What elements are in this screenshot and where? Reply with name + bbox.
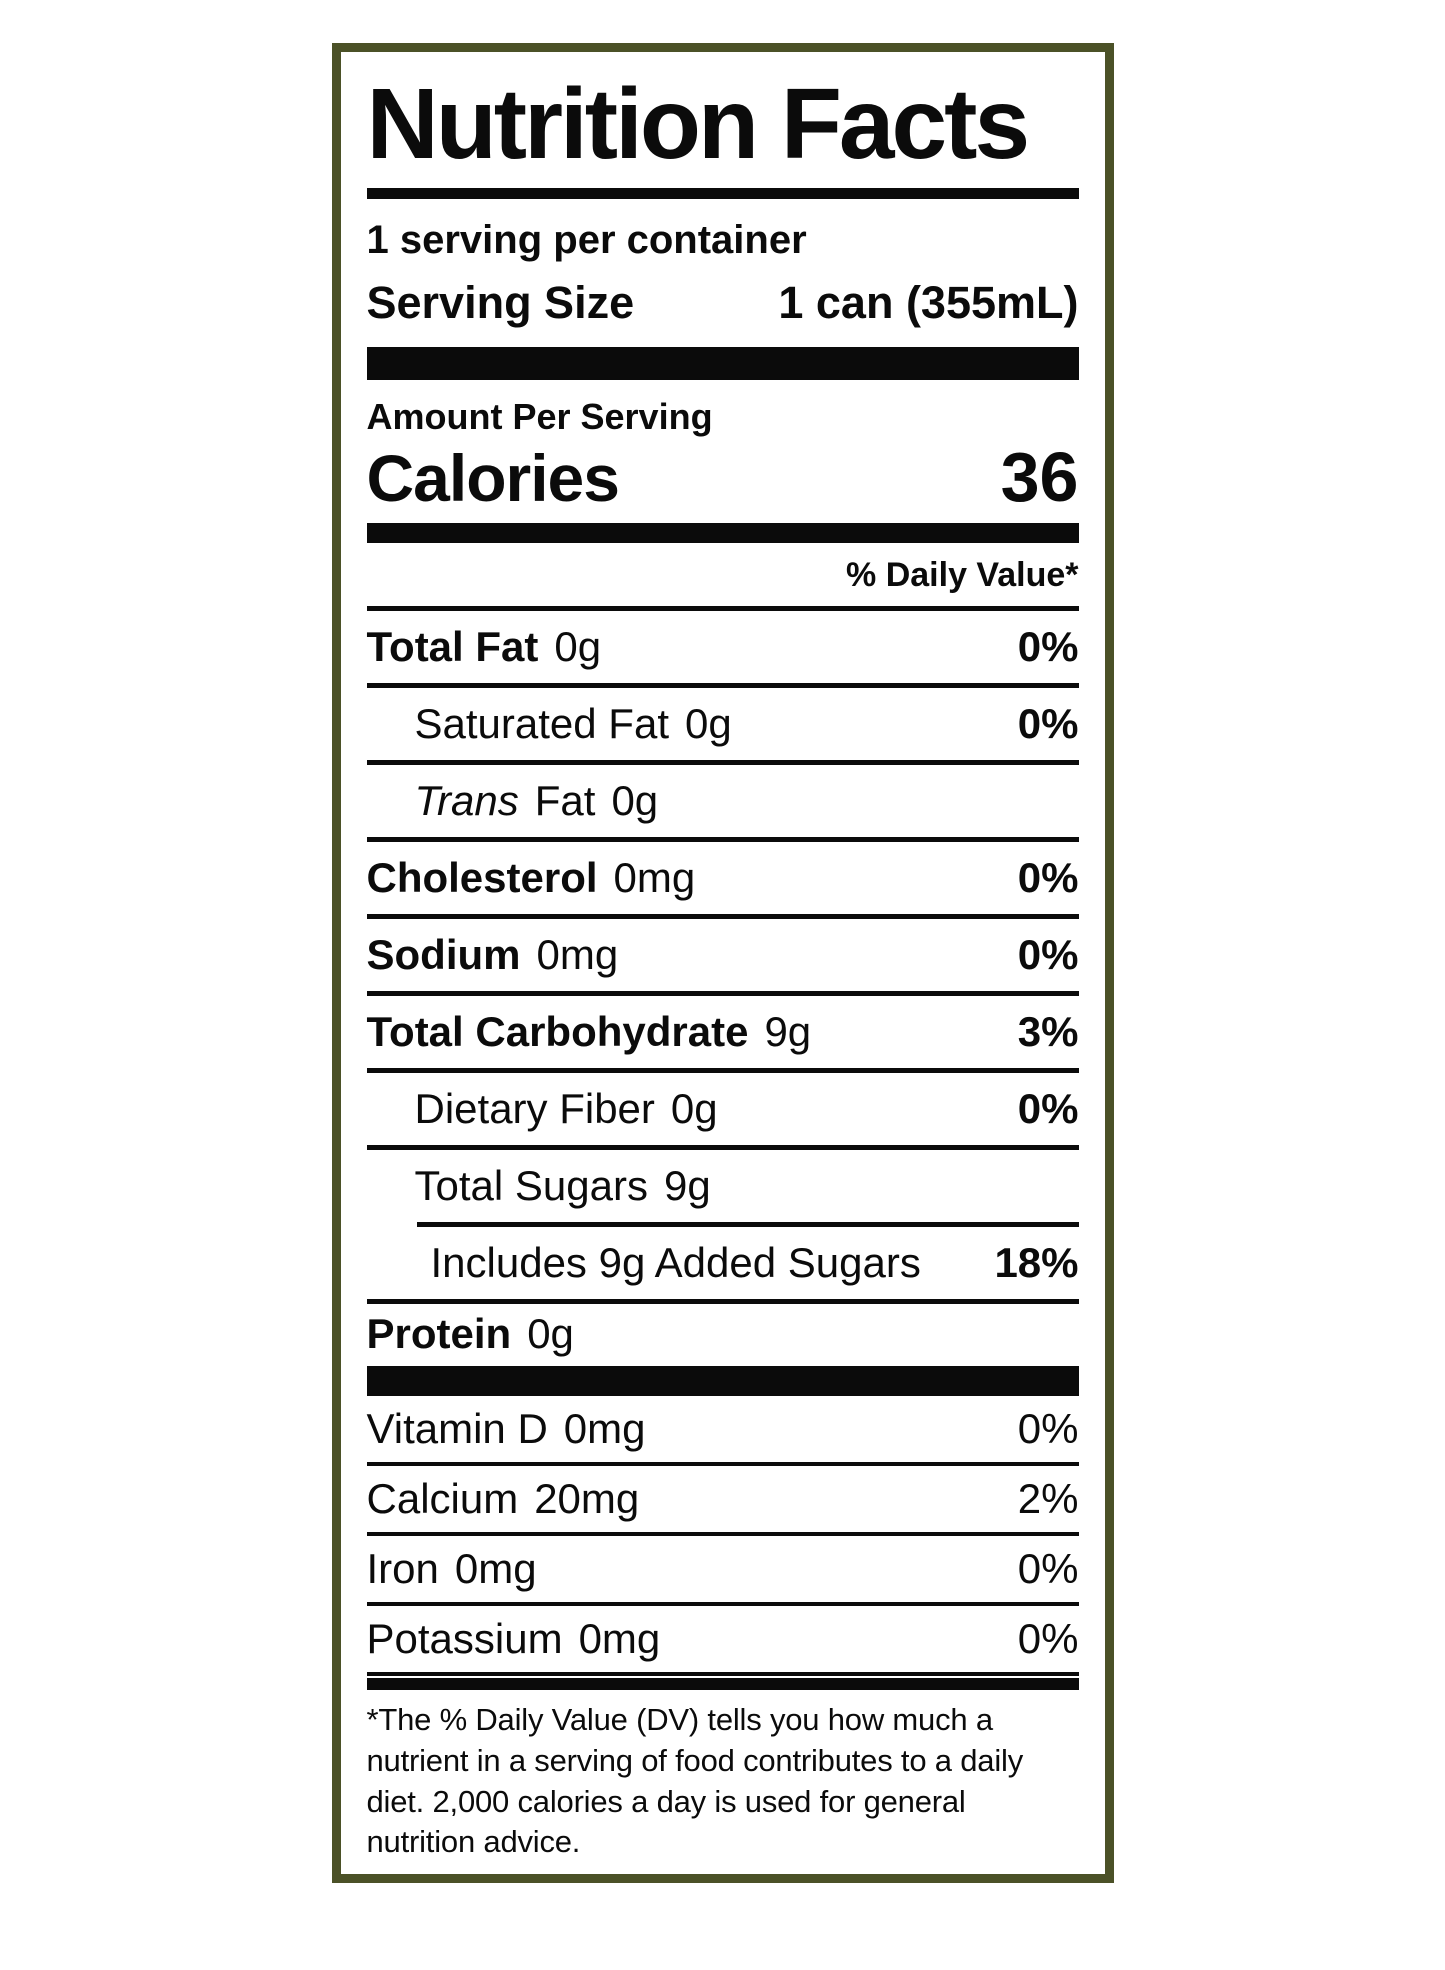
nutrient-amount: 0mg: [613, 853, 696, 901]
micronutrient-daily-value: 0%: [1017, 1614, 1079, 1662]
micronutrient-daily-value: 0%: [1017, 1404, 1079, 1452]
nutrient-name-italic: Trans: [414, 776, 519, 824]
nutrient-daily-value: 0%: [1017, 622, 1079, 670]
micronutrient-row-potassium: Potassium 0mg 0%: [366, 1606, 1079, 1676]
daily-value-divider: [366, 605, 1079, 611]
nutrient-row-added-sugars: Includes 9g Added Sugars 18%: [366, 1227, 1079, 1304]
nutrient-name: Total Carbohydrate: [366, 1007, 749, 1055]
micronutrient-name: Iron: [366, 1544, 439, 1592]
nutrient-daily-value: 0%: [1017, 853, 1079, 901]
micronutrient-row-iron: Iron 0mg 0%: [366, 1536, 1079, 1606]
serving-size-row: Serving Size 1 can (355mL): [367, 277, 1079, 329]
daily-value-footnote: *The % Daily Value (DV) tells you how mu…: [366, 1701, 1024, 1860]
micronutrient-amount: 20mg: [534, 1474, 640, 1522]
nutrient-name: Cholesterol: [366, 853, 598, 901]
nutrient-amount: 9g: [663, 1161, 711, 1209]
nutrient-row-protein: Protein 0g: [367, 1304, 1079, 1364]
micronutrient-amount: 0mg: [454, 1544, 537, 1592]
amount-per-serving-label: Amount Per Serving: [366, 395, 713, 437]
nutrient-amount: 0mg: [536, 930, 619, 978]
nutrient-row-trans-fat: Trans Fat 0g: [366, 765, 1079, 842]
micronutrient-name: Vitamin D: [366, 1404, 548, 1452]
protein-section-divider: [366, 1365, 1079, 1396]
nutrient-name: Fat: [534, 776, 596, 824]
nutrient-name: Saturated Fat: [414, 699, 669, 747]
micronutrient-daily-value: 0%: [1017, 1544, 1079, 1592]
nutrient-name: Total Fat: [366, 622, 539, 670]
nutrient-row-sodium: Sodium 0mg 0%: [366, 919, 1079, 996]
nutrient-daily-value: 0%: [1017, 699, 1079, 747]
title-divider: [366, 188, 1079, 199]
footnote-divider: [366, 1677, 1079, 1690]
nutrient-amount: 0g: [684, 699, 732, 747]
micronutrient-name: Potassium: [366, 1614, 563, 1662]
nutrition-facts-label: Nutrition Facts 1 serving per container …: [331, 43, 1114, 1883]
calories-row: Calories 36: [367, 441, 1079, 515]
servings-per-container: 1 serving per container: [366, 218, 807, 262]
nutrient-amount: 0g: [554, 622, 602, 670]
nutrient-name: Includes 9g Added Sugars: [430, 1238, 921, 1286]
serving-size-label: Serving Size: [366, 277, 635, 328]
nutrient-daily-value: 3%: [1017, 1007, 1079, 1055]
nutrient-name: Protein: [366, 1309, 512, 1357]
micronutrient-amount: 0mg: [563, 1404, 646, 1452]
nutrient-amount: 0g: [611, 776, 659, 824]
nutrient-row-dietary-fiber: Dietary Fiber 0g 0%: [366, 1073, 1079, 1150]
nutrient-row-cholesterol: Cholesterol 0mg 0%: [366, 842, 1079, 919]
nutrient-name: Sodium: [366, 930, 521, 978]
nutrient-daily-value: 18%: [994, 1238, 1079, 1286]
serving-size-value: 1 can (355mL): [778, 277, 1079, 328]
nutrient-row-saturated-fat: Saturated Fat 0g 0%: [366, 688, 1079, 765]
nutrient-name: Total Sugars: [414, 1161, 648, 1209]
serving-section-divider: [366, 346, 1079, 380]
nutrient-daily-value: 0%: [1017, 1084, 1079, 1132]
nutrient-row-total-sugars: Total Sugars 9g: [367, 1150, 1079, 1222]
nutrient-amount: 0g: [527, 1309, 574, 1357]
micronutrient-amount: 0mg: [578, 1614, 661, 1662]
micronutrient-daily-value: 2%: [1017, 1474, 1079, 1522]
micronutrient-row-calcium: Calcium 20mg 2%: [366, 1466, 1079, 1536]
nutrient-name: Dietary Fiber: [414, 1084, 655, 1132]
calories-divider: [366, 522, 1079, 543]
nutrient-amount: 0g: [670, 1084, 718, 1132]
nutrient-row-total-fat: Total Fat 0g 0%: [366, 611, 1079, 688]
total-sugars-divider: [416, 1221, 1079, 1227]
label-title: Nutrition Facts: [366, 68, 1031, 180]
nutrient-amount: 9g: [764, 1007, 812, 1055]
daily-value-header: % Daily Value*: [846, 555, 1079, 594]
nutrient-row-total-carbohydrate: Total Carbohydrate 9g 3%: [366, 996, 1079, 1073]
micronutrient-row-vitamin-d: Vitamin D 0mg 0%: [366, 1396, 1079, 1466]
micronutrient-name: Calcium: [366, 1474, 519, 1522]
calories-label: Calories: [366, 441, 620, 516]
calories-value: 36: [1000, 438, 1079, 517]
nutrient-daily-value: 0%: [1017, 930, 1079, 978]
